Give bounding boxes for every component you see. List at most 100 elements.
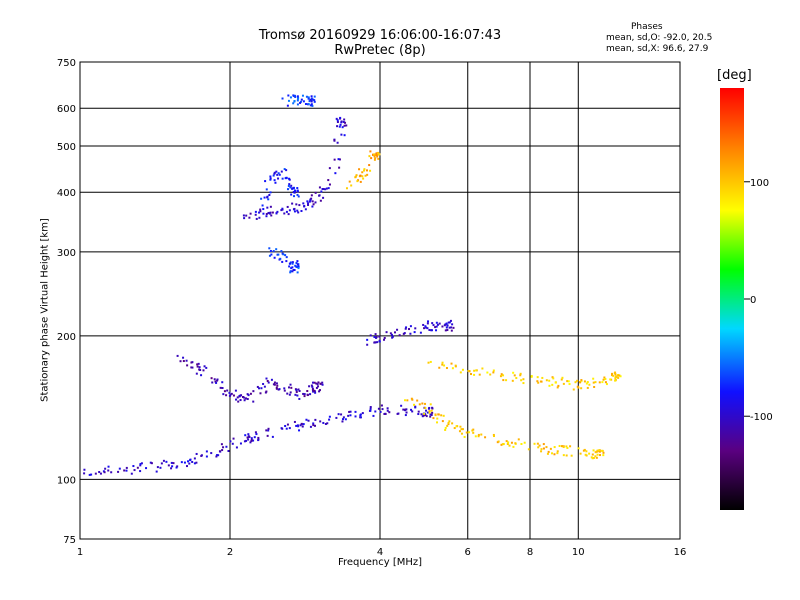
data-point [287, 213, 290, 216]
data-point [237, 400, 240, 403]
data-point [359, 180, 362, 183]
data-point [403, 332, 406, 335]
data-point [467, 370, 470, 373]
data-point [345, 187, 348, 190]
data-point [592, 381, 595, 384]
data-point [584, 453, 587, 456]
y-tick-label: 300 [57, 248, 76, 259]
data-point [290, 193, 293, 196]
data-point [338, 166, 341, 169]
data-point [236, 396, 239, 399]
x-axis-label: Frequency [MHz] [337, 557, 423, 568]
data-point [310, 95, 313, 98]
data-point [343, 124, 346, 127]
data-point [454, 365, 457, 368]
data-point [436, 421, 439, 424]
data-point [308, 100, 311, 103]
data-point [295, 390, 298, 393]
data-point [300, 210, 303, 213]
data-point [499, 375, 502, 378]
data-point [548, 379, 551, 382]
data-point [527, 448, 530, 451]
data-point [507, 441, 510, 444]
data-point [556, 452, 559, 455]
data-point [435, 325, 438, 328]
data-point [267, 427, 270, 430]
data-point [110, 471, 113, 474]
y-tick-label: 100 [57, 475, 76, 486]
data-point [198, 366, 201, 369]
data-point [429, 360, 432, 363]
colorbar-tick-label: 0 [750, 295, 756, 306]
data-point [301, 94, 304, 97]
data-point [447, 421, 450, 424]
data-point [228, 391, 231, 394]
data-point [296, 271, 299, 274]
data-point [406, 399, 409, 402]
data-point [405, 326, 408, 329]
data-point [300, 422, 303, 425]
data-point [312, 424, 315, 427]
data-point [318, 389, 321, 392]
data-point [284, 254, 287, 257]
data-point [446, 424, 449, 427]
data-point [258, 211, 261, 214]
data-point [340, 413, 343, 416]
data-point [324, 188, 327, 191]
data-point [566, 446, 569, 449]
data-point [538, 444, 541, 447]
data-point [283, 168, 286, 171]
data-point [213, 378, 216, 381]
data-point [508, 444, 511, 447]
data-point [536, 442, 539, 445]
data-point [289, 261, 292, 264]
data-point [444, 329, 447, 332]
data-point [500, 373, 503, 376]
data-point [239, 394, 242, 397]
data-point [312, 390, 315, 393]
data-point [377, 151, 380, 154]
data-point [311, 104, 314, 107]
data-point [502, 379, 505, 382]
data-point [268, 247, 271, 250]
data-point [296, 99, 299, 102]
data-point [205, 366, 208, 369]
data-point [266, 206, 269, 209]
data-point [355, 174, 358, 177]
data-point [293, 420, 296, 423]
data-point [419, 331, 422, 334]
data-point [520, 379, 523, 382]
data-point [307, 96, 310, 99]
data-point [455, 425, 458, 428]
data-point [435, 329, 438, 332]
data-point [180, 461, 183, 464]
data-point [576, 385, 579, 388]
data-point [405, 408, 408, 411]
data-point [260, 197, 263, 200]
data-point [282, 253, 285, 256]
data-point [446, 329, 449, 332]
data-point [294, 189, 297, 192]
data-point [304, 103, 307, 106]
data-point [268, 254, 271, 257]
data-point [284, 424, 287, 427]
data-point [275, 170, 278, 173]
data-point [347, 414, 350, 417]
data-point [511, 379, 514, 382]
data-point [429, 413, 432, 416]
data-point [421, 402, 424, 405]
data-point [328, 415, 331, 418]
data-point [428, 410, 431, 413]
data-point [302, 423, 305, 426]
data-point [585, 450, 588, 453]
data-point [423, 327, 426, 330]
data-point [288, 393, 291, 396]
data-point [265, 215, 268, 218]
data-point [561, 445, 564, 448]
data-point [542, 443, 545, 446]
data-point [293, 100, 296, 103]
data-point [221, 387, 224, 390]
data-point [378, 335, 381, 338]
data-point [432, 324, 435, 327]
data-point [245, 214, 248, 217]
